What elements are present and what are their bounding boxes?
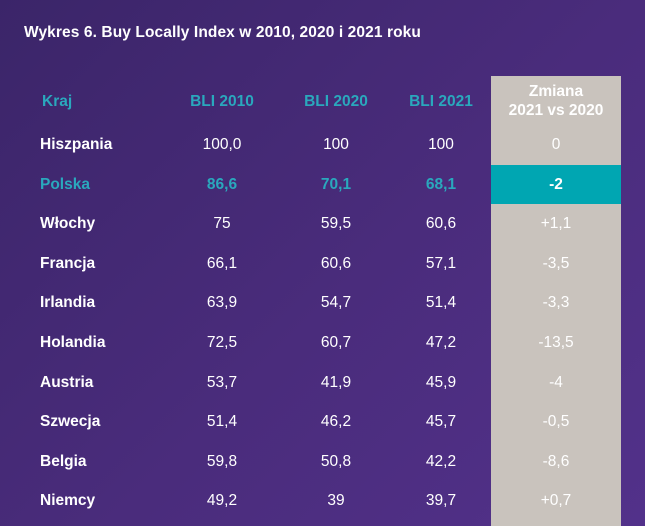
change-column-panel bbox=[491, 76, 621, 526]
header-country: Kraj bbox=[42, 93, 73, 110]
row-hiszpania-bli-2020: 100 bbox=[323, 136, 349, 153]
row-belgia-change: -8,6 bbox=[542, 452, 570, 470]
row-wlochy-country: Włochy bbox=[40, 215, 96, 233]
row-polska-bli-2020: 70,1 bbox=[320, 175, 352, 193]
row-hiszpania-bli-2021: 100 bbox=[428, 136, 454, 153]
row-niemcy-bli-2021: 39,7 bbox=[425, 492, 457, 510]
row-niemcy-country: Niemcy bbox=[40, 492, 96, 510]
row-wlochy-bli-2020: 59,5 bbox=[320, 215, 352, 233]
row-belgia-bli-2020: 50,8 bbox=[320, 452, 352, 470]
highlighted-change-cell bbox=[491, 165, 621, 204]
row-holandia-bli-2020: 60,7 bbox=[320, 334, 352, 351]
row-francja-change: -3,5 bbox=[542, 254, 570, 272]
row-austria-bli-2020: 41,9 bbox=[320, 373, 352, 391]
row-holandia-country: Holandia bbox=[40, 334, 106, 351]
row-szwecja-country: Szwecja bbox=[40, 413, 101, 431]
row-irlandia-change: -3,3 bbox=[542, 294, 570, 312]
row-szwecja-bli-2010: 51,4 bbox=[206, 413, 238, 431]
row-polska-bli-2021: 68,1 bbox=[425, 175, 457, 193]
row-austria-country: Austria bbox=[40, 373, 94, 391]
row-francja-country: Francja bbox=[40, 254, 96, 272]
row-hiszpania-change: 0 bbox=[551, 136, 561, 153]
row-belgia-bli-2010: 59,8 bbox=[206, 452, 238, 470]
row-holandia-bli-2021: 47,2 bbox=[425, 334, 457, 351]
row-niemcy-change: +0,7 bbox=[540, 492, 572, 510]
row-austria-change: -4 bbox=[549, 373, 563, 391]
row-hiszpania-bli-2010: 100,0 bbox=[202, 136, 242, 153]
row-francja-bli-2020: 60,6 bbox=[320, 254, 352, 272]
row-irlandia-bli-2021: 51,4 bbox=[425, 294, 457, 312]
row-irlandia-bli-2010: 63,9 bbox=[206, 294, 238, 312]
row-holandia-bli-2010: 72,5 bbox=[206, 334, 238, 351]
row-irlandia-bli-2020: 54,7 bbox=[320, 294, 352, 312]
row-holandia-change: -13,5 bbox=[538, 334, 574, 351]
header-bli-2010: BLI 2010 bbox=[190, 93, 254, 110]
header-change: Zmiana 2021 vs 2020 bbox=[508, 83, 604, 119]
row-polska-change: -2 bbox=[549, 175, 563, 193]
row-francja-bli-2021: 57,1 bbox=[425, 254, 457, 272]
row-wlochy-change: +1,1 bbox=[540, 215, 572, 233]
row-austria-bli-2010: 53,7 bbox=[206, 373, 238, 391]
row-szwecja-bli-2021: 45,7 bbox=[425, 413, 457, 431]
row-austria-bli-2021: 45,9 bbox=[425, 373, 457, 391]
row-niemcy-bli-2010: 49,2 bbox=[206, 492, 238, 510]
row-polska-country: Polska bbox=[40, 175, 90, 193]
row-wlochy-bli-2010: 75 bbox=[213, 215, 231, 233]
row-szwecja-bli-2020: 46,2 bbox=[320, 413, 352, 431]
row-wlochy-bli-2021: 60,6 bbox=[425, 215, 457, 233]
row-polska-bli-2010: 86,6 bbox=[206, 175, 238, 193]
chart-title: Wykres 6. Buy Locally Index w 2010, 2020… bbox=[24, 24, 421, 41]
row-belgia-bli-2021: 42,2 bbox=[425, 452, 457, 470]
row-francja-bli-2010: 66,1 bbox=[206, 254, 238, 272]
row-hiszpania-country: Hiszpania bbox=[40, 136, 113, 153]
header-bli-2021: BLI 2021 bbox=[409, 93, 473, 110]
row-irlandia-country: Irlandia bbox=[40, 294, 96, 312]
row-belgia-country: Belgia bbox=[40, 452, 87, 470]
header-bli-2020: BLI 2020 bbox=[304, 93, 368, 110]
row-szwecja-change: -0,5 bbox=[542, 413, 570, 431]
row-niemcy-bli-2020: 39 bbox=[327, 492, 345, 510]
